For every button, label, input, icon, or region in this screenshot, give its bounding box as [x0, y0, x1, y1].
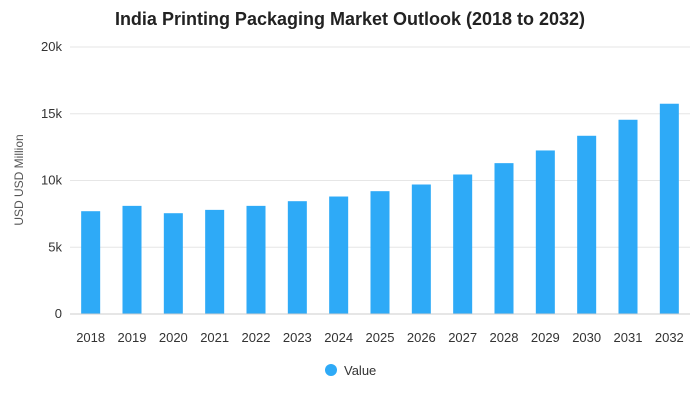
legend-swatch	[325, 364, 337, 376]
y-tick-label: 10k	[41, 173, 62, 188]
x-tick-label: 2021	[200, 330, 229, 345]
bar-2025[interactable]	[370, 191, 390, 314]
bar-2027[interactable]	[453, 174, 473, 314]
x-tick-label: 2024	[324, 330, 353, 345]
x-tick-label: 2032	[655, 330, 684, 345]
bar-2031[interactable]	[618, 119, 638, 314]
y-tick-label: 15k	[41, 106, 62, 121]
bars	[81, 103, 679, 314]
legend-label: Value	[344, 363, 376, 378]
bar-2018[interactable]	[81, 211, 101, 314]
bar-2023[interactable]	[287, 201, 307, 314]
x-tick-label: 2019	[118, 330, 147, 345]
y-tick-label: 20k	[41, 39, 62, 54]
bar-2026[interactable]	[411, 184, 431, 314]
bar-2032[interactable]	[659, 103, 679, 314]
bar-2029[interactable]	[535, 150, 555, 314]
bar-2020[interactable]	[163, 213, 183, 314]
x-tick-label: 2022	[242, 330, 271, 345]
x-tick-label: 2020	[159, 330, 188, 345]
x-tick-label: 2028	[490, 330, 519, 345]
x-tick-label: 2029	[531, 330, 560, 345]
y-axis-label: USD USD Million	[12, 134, 26, 225]
x-tick-label: 2018	[76, 330, 105, 345]
x-axis-ticks: 2018 2019 2020 2021 2022 2023 2024 2025 2026 2027…	[76, 330, 684, 345]
bar-2021[interactable]	[205, 209, 225, 314]
bar-2028[interactable]	[494, 163, 514, 314]
x-tick-label: 2025	[366, 330, 395, 345]
y-axis-ticks: 0 5k 10k 15k 20k	[41, 39, 62, 321]
bar-2024[interactable]	[329, 196, 349, 314]
chart-title: India Printing Packaging Market Outlook …	[115, 9, 585, 29]
legend[interactable]: Value	[325, 363, 376, 378]
x-tick-label: 2030	[572, 330, 601, 345]
y-tick-label: 0	[55, 306, 62, 321]
y-tick-label: 5k	[48, 239, 62, 254]
x-tick-label: 2026	[407, 330, 436, 345]
bar-2019[interactable]	[122, 205, 142, 314]
x-tick-label: 2031	[614, 330, 643, 345]
bar-2030[interactable]	[577, 135, 597, 314]
x-tick-label: 2027	[448, 330, 477, 345]
bar-2022[interactable]	[246, 205, 266, 314]
x-tick-label: 2023	[283, 330, 312, 345]
